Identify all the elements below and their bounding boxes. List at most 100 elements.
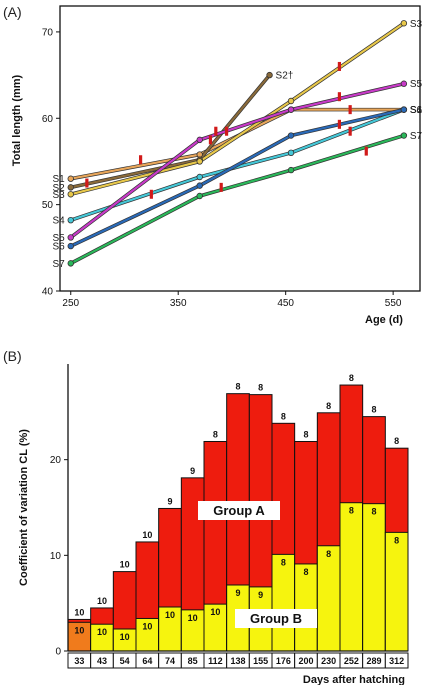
- category-label: 74: [165, 656, 175, 666]
- series-label-start-s2: S2: [53, 183, 66, 194]
- bar-count-label-a: 8: [235, 382, 240, 392]
- data-point-s7: [287, 166, 295, 174]
- bar-count-label-b: 8: [303, 567, 308, 577]
- bar-count-label-a: 9: [167, 496, 172, 506]
- category-label: 155: [253, 656, 268, 666]
- data-point-s1: [196, 151, 203, 158]
- event-marker-s2: [85, 178, 89, 188]
- category-label: 112: [208, 656, 223, 666]
- bar-count-label-a: 8: [258, 383, 263, 393]
- bar-count-label-a: 8: [213, 429, 218, 439]
- series-label-start-s5: S5: [53, 233, 66, 244]
- data-point-s6: [196, 182, 203, 189]
- event-marker-s1: [138, 155, 143, 165]
- category-label: 43: [97, 656, 107, 666]
- event-marker-s4: [348, 126, 352, 136]
- category-label: 289: [366, 656, 381, 666]
- series-line-s6: [69, 108, 405, 248]
- bar-count-label-b: 8: [281, 557, 286, 567]
- bar-group-b: [271, 553, 296, 652]
- panel-b-label: (B): [3, 348, 22, 364]
- group-b-label-bg: [235, 609, 317, 628]
- event-marker-s6: [337, 119, 342, 129]
- group-b-label-text: Group B: [250, 611, 302, 626]
- event-marker-s2: [208, 135, 213, 145]
- series-line-s7: [69, 134, 405, 265]
- group-a-label-bg: [198, 501, 280, 520]
- bar-count-label-b: 10: [97, 627, 107, 637]
- category-label: 64: [142, 656, 152, 666]
- y-tick-label-b: 0: [55, 647, 61, 658]
- bar-count-label-b: 10: [188, 613, 198, 623]
- event-marker-s7: [219, 182, 223, 192]
- event-marker-s1: [348, 105, 352, 115]
- data-point-s3: [287, 97, 295, 105]
- category-label: 176: [276, 656, 291, 666]
- bar-count-label-a: 10: [142, 530, 152, 540]
- bar-count-label-b: 8: [394, 535, 399, 545]
- bar-count-label-a: 8: [394, 436, 399, 446]
- bar-group-b: [362, 503, 386, 652]
- event-marker-s3: [337, 61, 342, 71]
- data-point-s5: [67, 234, 74, 241]
- series-label-start-s3: S3: [53, 190, 66, 201]
- series-line-s4: [69, 108, 405, 222]
- event-marker-s5: [224, 126, 229, 136]
- series-line-s5: [69, 82, 405, 239]
- event-marker-s3: [214, 126, 218, 136]
- data-point-s5: [196, 136, 203, 144]
- panel-a-label: (A): [3, 4, 22, 20]
- category-label: 230: [321, 656, 336, 666]
- bar-count-label-b: 10: [165, 610, 175, 620]
- data-point-s6: [400, 106, 408, 113]
- bar-count-label-a: 10: [97, 596, 107, 606]
- category-label: 200: [298, 656, 313, 666]
- bar-count-label-a: 10: [74, 607, 84, 617]
- category-label: 252: [344, 656, 359, 666]
- group-a-label-text: Group A: [213, 503, 265, 518]
- data-point-s7: [400, 132, 408, 139]
- bar-count-label-b: 9: [258, 590, 263, 600]
- y-axis-title-b: Coefficient of variation CL (%): [18, 429, 30, 586]
- category-label: 312: [389, 656, 404, 666]
- bar-count-label-a: 8: [371, 405, 376, 415]
- data-point-s3: [67, 191, 74, 198]
- data-point-s7: [67, 260, 74, 267]
- data-point-s5: [287, 106, 295, 113]
- data-point-s4: [287, 149, 295, 157]
- series-label-start-s6: S6: [53, 242, 66, 253]
- bar-count-label-a: 8: [349, 373, 354, 383]
- bar-group-b: [339, 502, 364, 652]
- data-point-s6: [287, 132, 295, 139]
- y-tick-label-a: 60: [42, 114, 54, 125]
- bar-count-label-a: 9: [190, 466, 195, 476]
- category-label: 33: [74, 656, 84, 666]
- bar-group-b: [384, 531, 409, 652]
- data-point-s1: [67, 175, 74, 182]
- data-point-s5: [400, 80, 408, 87]
- series-line-s3: [69, 22, 405, 196]
- bar-count-label-b: 9: [235, 588, 240, 598]
- series-label-end-s5: S5: [410, 79, 423, 90]
- event-marker-s7: [364, 146, 368, 156]
- series-label-end-s3: S3: [410, 19, 423, 30]
- y-tick-label-b: 20: [50, 455, 62, 466]
- bar-count-label-a: 10: [120, 560, 130, 570]
- bar-group-b: [294, 563, 318, 652]
- bar-count-label-a: 8: [326, 401, 331, 411]
- data-point-s7: [196, 192, 203, 200]
- data-point-s2: [266, 71, 273, 79]
- x-tick-label-a: 450: [277, 298, 294, 309]
- data-point-s4: [67, 216, 74, 224]
- series-label-end-s1: S1: [410, 105, 423, 116]
- series-label-end-s2: S2†: [276, 71, 294, 82]
- bar-count-label-a: 8: [303, 429, 308, 439]
- data-point-s2: [67, 184, 74, 191]
- series-label-start-s4: S4: [53, 216, 66, 227]
- data-point-s3: [400, 20, 408, 27]
- bar-count-label-b: 10: [210, 607, 220, 617]
- data-point-s3: [196, 158, 203, 165]
- data-point-s4: [196, 173, 203, 181]
